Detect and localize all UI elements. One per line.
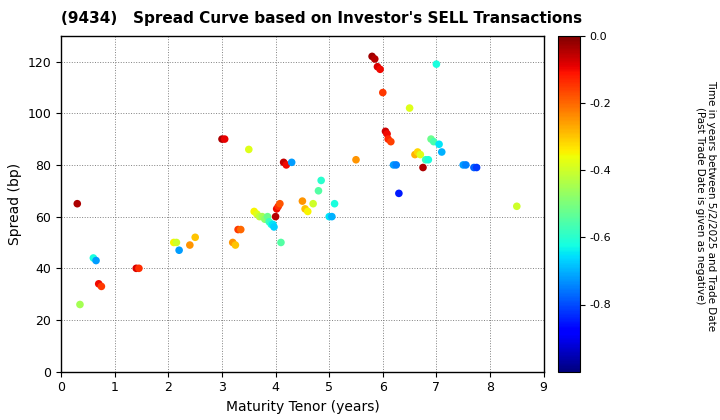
Point (426, 136, 437, 142)
Point (130, 265, 142, 272)
Point (436, 149, 448, 155)
Point (96, 283, 107, 290)
Text: Time in years between 5/2/2025 and Trade Date
(Past Trade Date is given as negat: Time in years between 5/2/2025 and Trade… (695, 80, 716, 331)
Point (369, 55, 380, 62)
Point (388, 162, 400, 168)
Point (307, 200, 319, 207)
Point (418, 164, 429, 171)
Point (74, 301, 86, 308)
Point (259, 216, 271, 223)
Point (235, 226, 246, 233)
Point (219, 136, 230, 142)
Point (216, 136, 228, 142)
Point (168, 239, 179, 246)
Text: (9434)   Spread Curve based on Investor's SELL Transactions: (9434) Spread Curve based on Investor's … (61, 10, 582, 26)
Point (350, 156, 361, 163)
Point (393, 190, 405, 197)
Point (420, 156, 431, 163)
Point (382, 131, 393, 137)
Point (248, 208, 260, 215)
Point (267, 221, 279, 228)
Point (323, 213, 335, 220)
Point (274, 200, 286, 207)
Point (468, 164, 480, 171)
Point (326, 213, 338, 220)
Point (372, 63, 383, 70)
Point (275, 239, 287, 246)
Point (171, 239, 182, 246)
Point (379, 128, 391, 135)
X-axis label: Maturity Tenor (years): Maturity Tenor (years) (225, 400, 379, 414)
Point (281, 162, 292, 168)
Point (256, 213, 268, 220)
Point (423, 156, 434, 163)
Point (382, 136, 394, 142)
Point (428, 138, 439, 145)
Point (460, 162, 472, 168)
Point (433, 141, 445, 147)
Point (366, 53, 378, 60)
Point (88, 255, 99, 261)
Point (374, 66, 386, 73)
Point (253, 213, 265, 220)
Point (409, 151, 420, 158)
Point (271, 205, 282, 212)
Point (93, 281, 104, 287)
Point (251, 211, 263, 218)
Point (230, 241, 241, 248)
Point (184, 241, 196, 248)
Point (390, 162, 402, 168)
Point (511, 203, 523, 210)
Y-axis label: Spread (bp): Spread (bp) (8, 163, 22, 245)
Point (71, 200, 83, 207)
Point (315, 177, 327, 184)
Point (297, 198, 308, 205)
Point (272, 203, 284, 210)
Point (266, 221, 277, 228)
Point (329, 200, 341, 207)
Point (302, 208, 313, 215)
Point (233, 226, 244, 233)
Point (174, 247, 185, 254)
Point (431, 61, 442, 68)
Point (312, 187, 324, 194)
Point (90, 257, 102, 264)
Point (189, 234, 201, 241)
Point (385, 138, 397, 145)
Point (269, 223, 280, 230)
Point (286, 159, 297, 166)
Point (243, 146, 255, 153)
Point (415, 151, 426, 158)
Point (278, 159, 289, 166)
Point (377, 89, 389, 96)
Point (300, 205, 311, 212)
Point (227, 239, 238, 246)
Point (457, 162, 469, 168)
Point (264, 218, 275, 225)
Point (262, 213, 274, 220)
Point (471, 164, 482, 171)
Point (133, 265, 145, 272)
Point (270, 213, 282, 220)
Point (412, 149, 423, 155)
Point (404, 105, 415, 111)
